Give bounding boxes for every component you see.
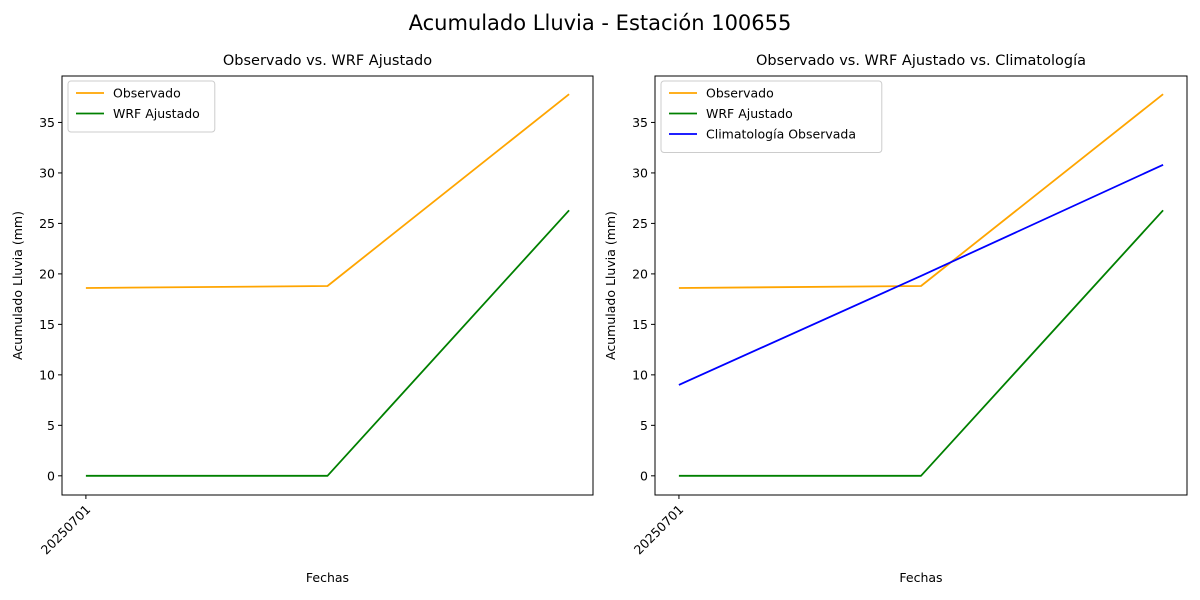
chart-title: Observado vs. WRF Ajustado	[223, 53, 432, 69]
y-axis-label: Acumulado Lluvia (mm)	[10, 211, 25, 360]
y-tick-label: 25	[632, 216, 648, 231]
y-tick-label: 25	[39, 216, 55, 231]
y-tick-label: 20	[632, 266, 648, 281]
series-line-wrf-ajustado	[678, 209, 1164, 477]
legend-box	[67, 80, 216, 133]
y-tick-label: 0	[47, 468, 55, 483]
series-line-climatolog-a-observada	[678, 163, 1164, 386]
x-axis-label: Fechas	[899, 570, 942, 585]
y-tick-label: 30	[632, 165, 648, 180]
y-tick-label: 5	[640, 418, 648, 433]
chart-title: Observado vs. WRF Ajustado vs. Climatolo…	[756, 53, 1086, 69]
x-tick-label: 20250701	[38, 502, 94, 558]
legend-label: WRF Ajustado	[706, 106, 793, 121]
y-tick-label: 35	[632, 115, 648, 130]
series-line-observado	[678, 93, 1164, 289]
y-tick-label: 30	[39, 165, 55, 180]
y-tick-label: 5	[47, 418, 55, 433]
figure-title: Acumulado Lluvia - Estación 100655	[409, 11, 792, 35]
legend-label: Observado	[113, 86, 181, 101]
legend-label: Climatología Observada	[706, 127, 856, 142]
charts-layer: Observado vs. WRF Ajustado 0 5 10 15 20 25 30 35…	[10, 53, 1188, 585]
y-tick-label: 0	[640, 468, 648, 483]
axes-frame	[654, 75, 1188, 496]
series-line-observado	[85, 93, 570, 289]
y-tick-label: 15	[39, 317, 55, 332]
y-tick-label: 20	[39, 266, 55, 281]
y-axis-label: Acumulado Lluvia (mm)	[603, 211, 618, 360]
y-tick-label: 10	[39, 367, 55, 382]
legend-box	[660, 80, 883, 153]
y-tick-label: 35	[39, 115, 55, 130]
legend-label: WRF Ajustado	[113, 106, 200, 121]
legend: Observado WRF Ajustado Climatología Observ…	[660, 80, 883, 153]
x-axis-label: Fechas	[306, 570, 349, 585]
chart-panel-2: Observado vs. WRF Ajustado vs. Climatolo…	[603, 53, 1188, 585]
series-line-wrf-ajustado	[85, 209, 570, 477]
y-tick-label: 10	[632, 367, 648, 382]
y-tick-label: 15	[632, 317, 648, 332]
legend-label: Observado	[706, 86, 774, 101]
legend: Observado WRF Ajustado	[67, 80, 216, 133]
axes-frame	[61, 75, 594, 496]
chart-panel-1: Observado vs. WRF Ajustado 0 5 10 15 20 25 30 35…	[10, 53, 594, 585]
x-tick-label: 20250701	[631, 502, 687, 558]
